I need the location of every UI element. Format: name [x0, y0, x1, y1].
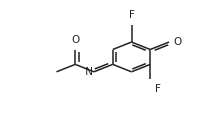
Text: O: O — [71, 35, 79, 45]
Text: F: F — [128, 10, 134, 20]
Text: N: N — [82, 67, 93, 77]
Text: F: F — [154, 84, 160, 94]
Text: O: O — [173, 37, 182, 47]
